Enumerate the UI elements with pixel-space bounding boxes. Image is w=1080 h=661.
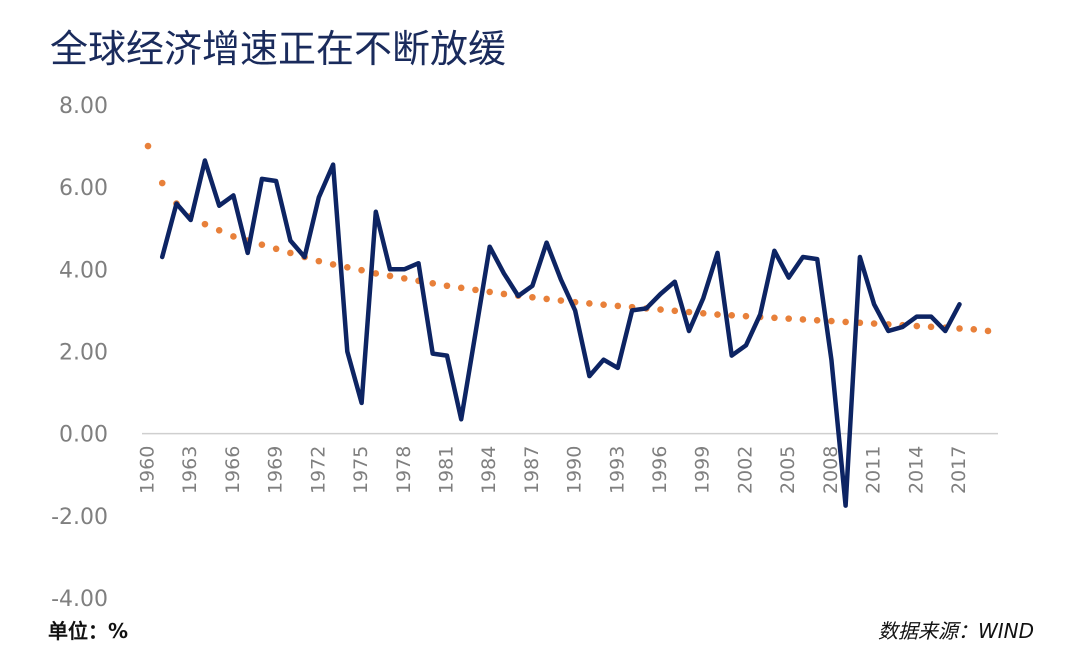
trend-point [372,270,380,277]
trend-point [600,301,607,308]
trend-point [529,293,536,301]
x-tick-label: 1960 [137,446,159,494]
trend-point [728,312,736,319]
trend-point [144,142,152,150]
x-tick-label: 2011 [863,446,885,494]
x-tick-label: 1978 [393,446,415,494]
trend-point [785,315,792,322]
x-tick-label: 1966 [222,446,244,494]
trend-point [386,272,394,280]
y-tick-label: -2.00 [51,505,108,530]
growth-series [159,158,962,508]
trend-point [828,317,835,325]
x-axis-ticks: 1960 1963 1966 1969 1972 1975 1978 1981 1984 1987… [137,446,971,494]
trend-point [685,308,693,316]
y-tick-label: 6.00 [59,176,108,201]
x-tick-label: 1972 [307,446,329,494]
trend-point [486,288,493,296]
y-tick-label: 2.00 [59,341,108,366]
trend-point [699,309,707,317]
trend-point [344,263,351,271]
trend-point [813,316,821,324]
trend-point [657,306,664,313]
x-tick-label: 2005 [777,446,799,494]
x-tick-label: 1984 [478,446,500,494]
trend-point [329,261,337,268]
x-tick-label: 1969 [265,446,287,494]
unit-label: 单位：% [48,619,129,643]
trend-point [258,241,266,248]
trend-point [984,327,992,335]
trend-series [144,142,992,335]
trend-point [913,322,921,330]
trend-point [586,300,593,307]
trend-point [870,320,878,327]
trend-point [970,326,978,333]
trend-point [927,323,935,331]
trend-point [230,233,237,240]
y-tick-label: 8.00 [59,94,108,119]
trend-point [557,297,565,304]
y-axis-ticks: 8.00 6.00 4.00 2.00 0.00 -2.00 -4.00 [51,94,108,612]
x-tick-label: 2002 [734,446,756,494]
trend-point [457,284,465,292]
trend-point [472,286,479,294]
y-tick-label: -4.00 [51,587,108,612]
trend-point [671,307,679,315]
trend-point [400,275,408,282]
x-tick-label: 1981 [435,446,457,494]
trend-point [614,302,622,310]
trend-point [201,220,209,228]
trend-point [500,290,508,298]
trend-point [742,312,750,320]
x-tick-label: 1975 [350,446,372,494]
trend-point [358,266,365,274]
y-tick-label: 0.00 [59,423,108,448]
trend-point [543,295,550,303]
series-layer [144,142,992,508]
trend-point [272,245,280,253]
growth-line [159,158,962,508]
trend-point [287,249,294,257]
x-tick-label: 1993 [606,446,628,494]
trend-point [315,257,323,265]
trend-point [714,311,721,318]
trend-point [842,318,849,326]
trend-point [771,314,778,322]
trend-point [956,325,963,332]
x-tick-label: 1963 [179,446,201,494]
trend-point [429,280,437,287]
x-tick-label: 1987 [521,446,543,494]
y-tick-label: 4.00 [59,258,108,283]
x-tick-label: 1990 [564,446,586,494]
source-label: 数据来源：WIND [877,619,1034,643]
trend-point [443,282,451,290]
trend-point [799,316,807,323]
x-tick-label: 1999 [692,446,714,494]
trend-point [158,179,166,187]
x-tick-label: 2014 [905,446,927,494]
x-tick-label: 1996 [649,446,671,494]
chart-title: 全球经济增速正在不断放缓 [50,27,507,71]
x-tick-label: 2008 [820,446,842,494]
trend-point [215,227,223,234]
x-tick-label: 2017 [948,446,970,494]
